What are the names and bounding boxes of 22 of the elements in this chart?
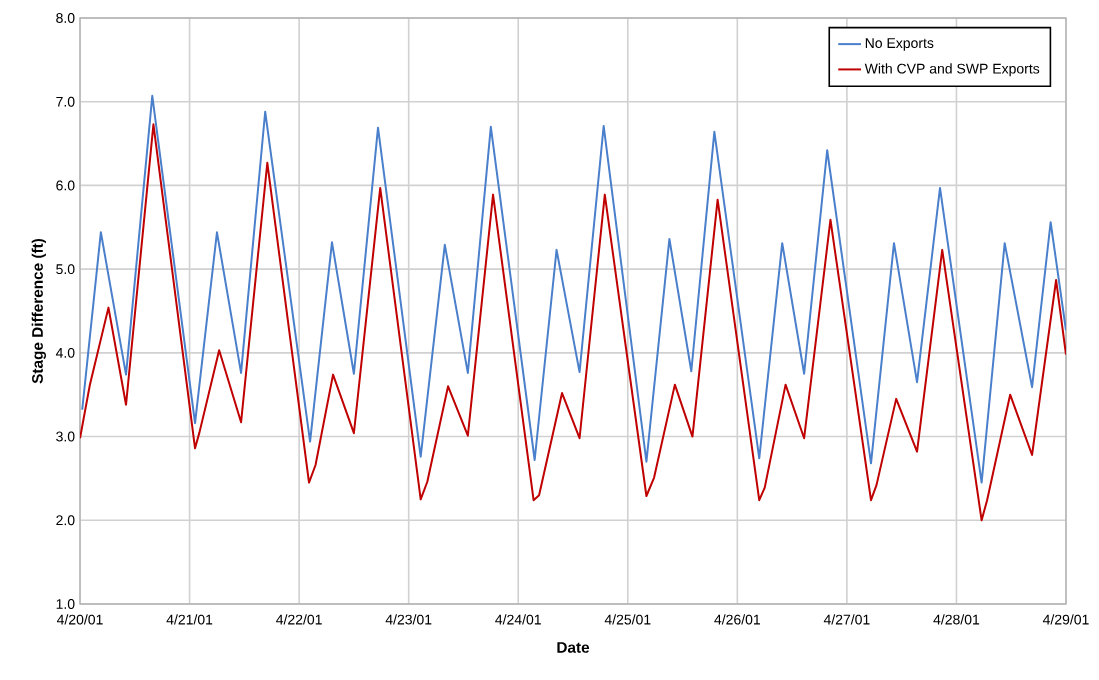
x-tick-label: 4/28/01 (933, 614, 980, 625)
x-tick-label: 4/24/01 (495, 614, 541, 625)
legend-label: No Exports (865, 38, 934, 51)
y-tick-label: 1.0 (56, 599, 75, 609)
y-tick-label: 5.0 (56, 264, 75, 275)
y-tick-label: 8.0 (56, 13, 75, 23)
y-tick-label: 2.0 (56, 515, 75, 526)
y-axis-title: Stage Difference (ft) (31, 238, 47, 384)
x-axis-title: Date (557, 642, 590, 653)
x-tick-label: 4/20/01 (56, 614, 103, 625)
y-tick-label: 4.0 (55, 347, 75, 358)
y-tick-label: 3.0 (56, 431, 75, 442)
x-tick-label: 4/29/01 (1042, 614, 1089, 625)
x-tick-label: 4/25/01 (604, 614, 651, 625)
y-tick-label: 6.0 (56, 180, 75, 191)
x-tick-label: 4/27/01 (823, 614, 870, 625)
x-tick-label: 4/23/01 (385, 614, 432, 625)
legend-label: With CVP and SWP Exports (864, 63, 1040, 77)
x-tick-label: 4/26/01 (714, 614, 760, 625)
y-tick-label: 7.0 (56, 96, 75, 107)
x-tick-label: 4/21/01 (166, 614, 213, 625)
x-tick-label: 4/22/01 (276, 614, 322, 625)
